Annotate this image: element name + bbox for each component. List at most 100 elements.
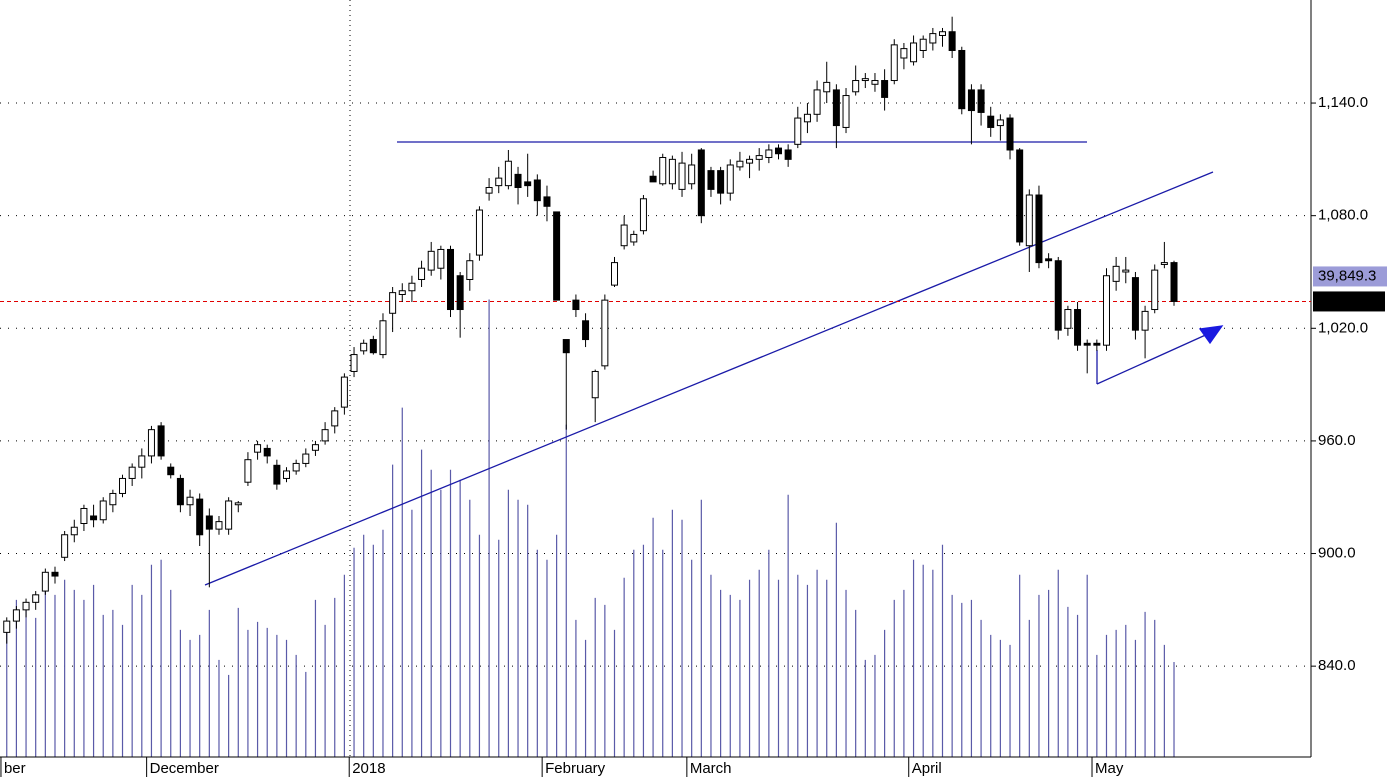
y-tick-label: 1,020.0 xyxy=(1318,319,1368,336)
candle-body xyxy=(726,164,734,194)
candle-body xyxy=(283,470,291,479)
candle-body xyxy=(601,299,609,367)
candle-body xyxy=(668,158,676,185)
candle-body xyxy=(910,42,918,63)
candle-body xyxy=(919,38,927,51)
candle-body xyxy=(697,149,705,217)
candle-body xyxy=(832,89,840,127)
candle-body xyxy=(205,515,213,530)
candle-body xyxy=(466,260,474,280)
candle-body xyxy=(852,80,860,93)
candle-body xyxy=(938,31,946,36)
candle-body xyxy=(746,158,754,164)
candle-body xyxy=(823,81,831,93)
candle-body xyxy=(427,250,435,271)
candle-body xyxy=(51,571,59,577)
candle-body xyxy=(1083,342,1091,346)
x-tick-label: May xyxy=(1095,760,1124,777)
candle-body xyxy=(794,117,802,145)
candle-body xyxy=(263,447,271,457)
candle-body xyxy=(620,224,628,247)
candle-body xyxy=(360,342,368,352)
candle-body xyxy=(1054,260,1062,331)
candle-body xyxy=(109,492,117,506)
candle-body xyxy=(639,198,647,232)
candle-body xyxy=(958,49,966,110)
candle-body xyxy=(398,290,406,296)
candle-body xyxy=(611,262,619,286)
candle-body xyxy=(485,187,493,194)
candle-body xyxy=(311,444,319,451)
candle-body xyxy=(138,455,146,468)
candle-body xyxy=(186,496,194,506)
volume-label-box xyxy=(1313,266,1387,287)
candle-body xyxy=(321,429,329,442)
candle-body xyxy=(1016,149,1024,243)
candle-body xyxy=(369,339,377,354)
close-label-box xyxy=(1313,291,1385,312)
candle-body xyxy=(437,248,445,269)
candle-body xyxy=(1074,309,1082,346)
candle-body xyxy=(678,162,686,190)
annotations xyxy=(204,141,1224,586)
candle-body xyxy=(1122,269,1130,273)
candle-body xyxy=(996,119,1004,127)
candle-body xyxy=(1102,275,1110,346)
x-tick-label: March xyxy=(690,760,732,777)
candle-body xyxy=(3,620,11,633)
arrow-head xyxy=(1198,325,1224,345)
candle-body xyxy=(774,147,782,155)
candle-body xyxy=(32,594,40,603)
candle-body xyxy=(1151,269,1159,311)
candle-body xyxy=(813,89,821,115)
candle-body xyxy=(784,149,792,160)
candle-body xyxy=(514,173,522,189)
candle-body xyxy=(176,477,184,506)
candle-body xyxy=(861,78,869,82)
plot-back xyxy=(0,102,1311,757)
candle-body xyxy=(234,502,242,506)
candle-body xyxy=(977,89,985,113)
trend-line xyxy=(204,171,1214,586)
y-tick-label: 900.0 xyxy=(1318,545,1356,562)
candle-body xyxy=(350,354,358,372)
y-tick-label: 1,080.0 xyxy=(1318,207,1368,224)
candle-body xyxy=(871,80,879,85)
candle-body xyxy=(524,181,532,187)
candle-body xyxy=(157,425,165,457)
candle-body xyxy=(12,609,20,622)
candle-body xyxy=(456,275,464,311)
candle-body xyxy=(553,211,561,301)
candle-body xyxy=(649,175,657,183)
candle-body xyxy=(447,248,455,311)
candle-body xyxy=(225,500,233,530)
candle-body xyxy=(389,292,397,314)
volume-label: 39,849.3 xyxy=(1318,267,1376,284)
candle-body xyxy=(803,113,811,123)
candle-body xyxy=(379,320,387,356)
candle-body xyxy=(167,466,175,476)
candle-body xyxy=(302,453,310,464)
candle-body xyxy=(495,177,503,187)
candle-body xyxy=(842,95,850,128)
candle-body xyxy=(1025,194,1033,247)
close-label: 1,034.3 xyxy=(1318,292,1368,309)
candle-body xyxy=(196,498,204,536)
candle-body xyxy=(1160,262,1168,265)
x-tick-label: April xyxy=(912,760,942,777)
candle-body xyxy=(562,339,570,354)
candle-body xyxy=(408,282,416,292)
candle-body xyxy=(273,464,281,485)
candle-body xyxy=(967,89,975,112)
x-tick-label: 2018 xyxy=(352,760,385,777)
candle-body xyxy=(90,515,98,521)
candle-body xyxy=(254,444,262,453)
candle-body xyxy=(1170,262,1178,302)
candle-body xyxy=(475,209,483,256)
candle-body xyxy=(340,376,348,408)
candle-body xyxy=(418,267,426,280)
candle-body xyxy=(881,80,889,98)
y-tick-label: 1,140.0 xyxy=(1318,94,1368,111)
candle-body xyxy=(22,601,30,611)
